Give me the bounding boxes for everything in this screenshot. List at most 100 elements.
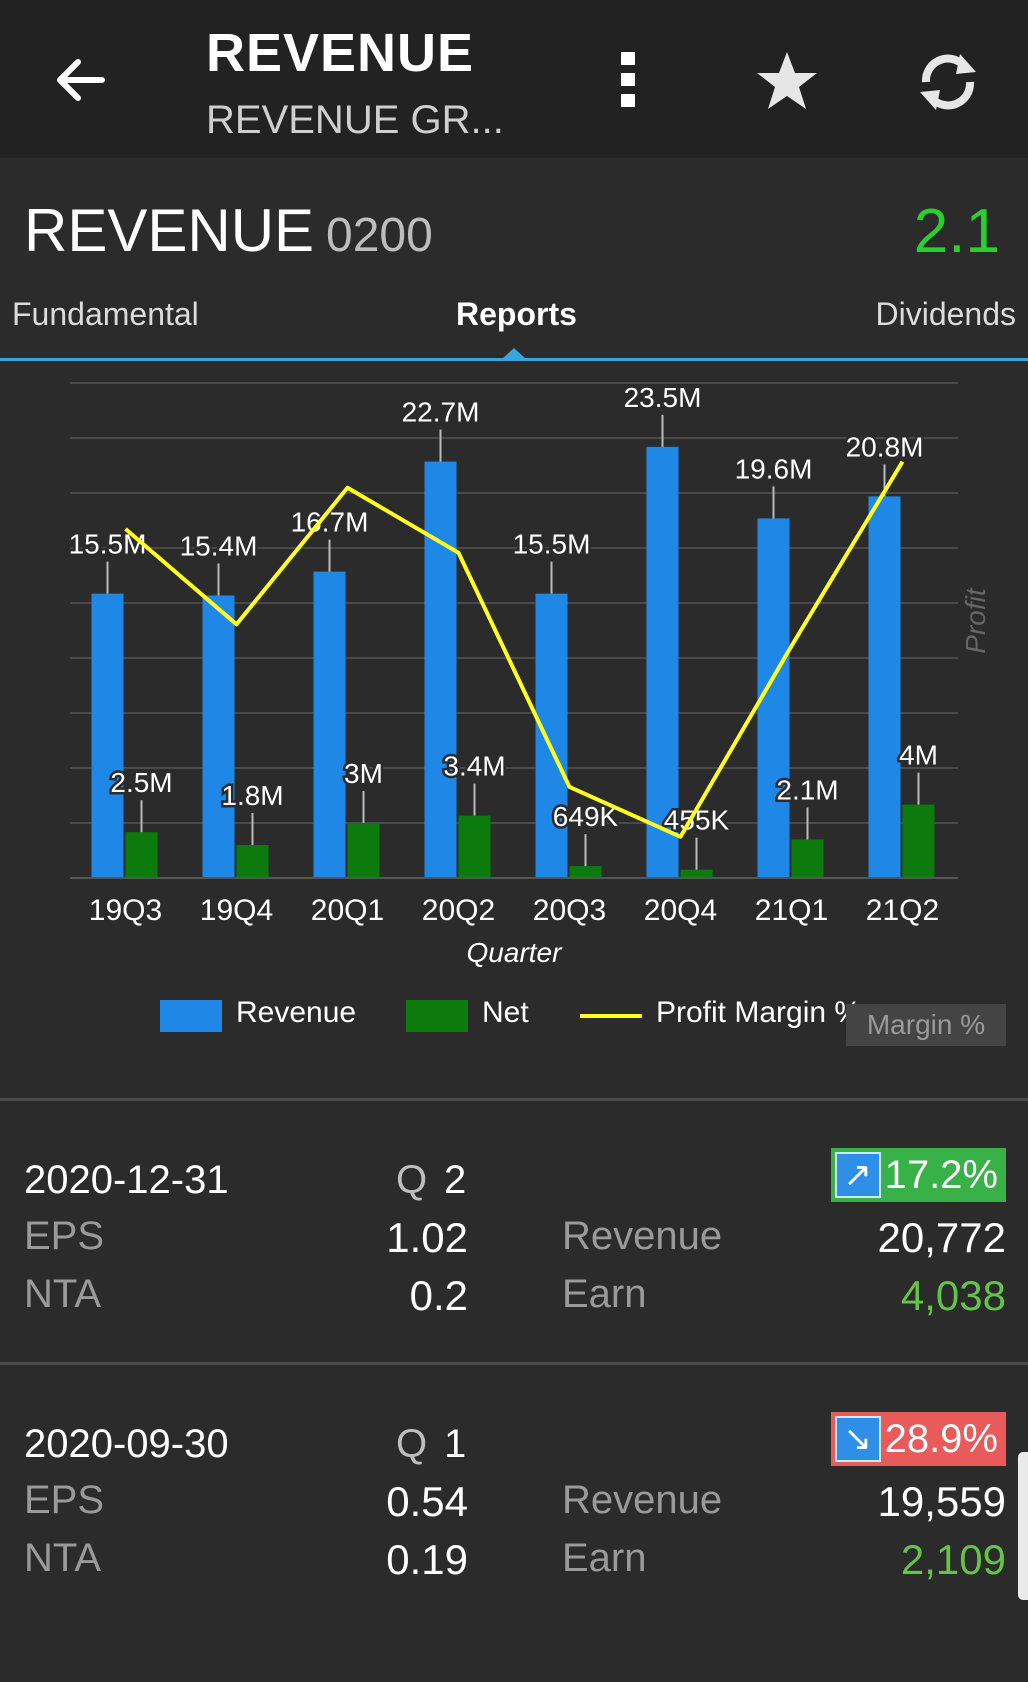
refresh-icon xyxy=(920,54,976,110)
net-bar xyxy=(680,869,713,878)
back-button[interactable] xyxy=(48,48,112,112)
revenue-bar xyxy=(535,593,568,878)
net-data-label: 1.8M xyxy=(221,780,283,811)
revenue-data-label: 22.7M xyxy=(402,397,480,428)
x-axis-title: Quarter xyxy=(467,937,564,968)
x-tick-label: 19Q3 xyxy=(89,894,162,927)
change-badge: ↗ 17.2% xyxy=(830,1148,1006,1202)
earn-value: 2,109 xyxy=(900,1536,1006,1583)
eps-value: 0.54 xyxy=(386,1478,468,1525)
back-arrow-icon xyxy=(57,59,105,101)
revenue-data-label: 23.5M xyxy=(624,382,702,413)
revenue-label: Revenue xyxy=(562,1478,723,1522)
trend-down-icon: ↘ xyxy=(834,1416,881,1462)
more-options-button[interactable] xyxy=(604,48,652,112)
margin-axis-label: Margin % xyxy=(846,1004,1006,1046)
report-date: 2020-09-30 xyxy=(24,1422,229,1466)
net-bar xyxy=(569,866,602,878)
revenue-label: Revenue xyxy=(562,1214,723,1258)
net-data-label: 2.5M xyxy=(110,767,172,798)
revenue-value: 19,559 xyxy=(877,1478,1006,1525)
x-tick-label: 19Q4 xyxy=(200,894,273,927)
app-title: REVENUE xyxy=(206,23,475,83)
earn-value: 4,038 xyxy=(900,1272,1006,1319)
divider xyxy=(0,1362,1028,1365)
eps-label: EPS xyxy=(24,1478,105,1522)
tab-indicator-caret xyxy=(502,348,526,359)
scrollbar-thumb[interactable] xyxy=(1018,1452,1028,1600)
x-tick-label: 20Q4 xyxy=(644,894,717,927)
net-bar xyxy=(902,804,935,878)
divider xyxy=(0,1098,1028,1101)
chart-legend: Revenue Net Profit Margin % xyxy=(0,996,1028,1046)
revenue-data-label: 19.6M xyxy=(735,453,813,484)
app-subtitle: REVENUE GR... xyxy=(206,98,504,142)
revenue-bar xyxy=(646,446,679,878)
right-axis-label: Profit xyxy=(960,587,991,654)
earn-label: Earn xyxy=(562,1536,647,1580)
nta-label: NTA xyxy=(24,1272,102,1316)
report-quarter: 1 xyxy=(444,1422,467,1466)
revenue-value: 20,772 xyxy=(877,1214,1006,1261)
eps-label: EPS xyxy=(24,1214,105,1258)
change-badge: ↘ 28.9% xyxy=(830,1412,1006,1466)
net-bar xyxy=(791,839,824,878)
net-bar xyxy=(125,832,158,878)
legend-label-net: Net xyxy=(482,996,529,1029)
x-tick-label: 20Q1 xyxy=(311,894,384,927)
revenue-bar xyxy=(202,595,235,878)
revenue-data-label: 15.5M xyxy=(69,529,147,560)
earn-label: Earn xyxy=(562,1272,647,1316)
x-tick-label: 20Q2 xyxy=(422,894,495,927)
legend-swatch-revenue xyxy=(160,1000,222,1032)
report-card[interactable]: 2020-09-30 Q 1 ↘ 28.9% EPS 0.54 Revenue … xyxy=(0,1412,1028,1682)
stock-price: 2.1 xyxy=(913,197,1000,266)
report-q-label: Q xyxy=(396,1422,428,1466)
nta-label: NTA xyxy=(24,1536,102,1580)
net-bar xyxy=(236,844,269,878)
net-data-label: 3.4M xyxy=(443,751,505,782)
nta-value: 0.2 xyxy=(409,1272,468,1319)
x-tick-label: 20Q3 xyxy=(533,894,606,927)
change-value: 17.2% xyxy=(884,1152,998,1197)
x-tick-label: 21Q2 xyxy=(866,894,939,927)
trend-up-icon: ↗ xyxy=(834,1152,881,1198)
legend-label-revenue: Revenue xyxy=(236,996,357,1029)
app-bar: REVENUE REVENUE GR... xyxy=(0,0,1028,158)
refresh-button[interactable] xyxy=(912,46,984,118)
report-quarter: 2 xyxy=(444,1158,467,1202)
chart-svg: Profit15.5M2.5M19Q315.4M1.8M19Q416.7M3M2… xyxy=(66,379,991,968)
tab-dividends[interactable]: Dividends xyxy=(875,296,1016,332)
net-data-label: 4M xyxy=(899,740,938,771)
tab-fundamental[interactable]: Fundamental xyxy=(12,296,199,332)
stock-name: REVENUE xyxy=(24,197,315,264)
change-value: 28.9% xyxy=(884,1416,998,1461)
tab-reports[interactable]: Reports xyxy=(456,296,577,332)
revenue-data-label: 20.8M xyxy=(846,431,924,462)
revenue-bar xyxy=(868,496,901,878)
tab-bar: Fundamental Reports Dividends xyxy=(0,288,1028,360)
revenue-bar xyxy=(91,593,124,878)
revenue-data-label: 15.4M xyxy=(180,530,258,561)
report-card[interactable]: 2020-12-31 Q 2 ↗ 17.2% EPS 1.02 Revenue … xyxy=(0,1148,1028,1418)
net-data-label: 2.1M xyxy=(776,774,838,805)
revenue-bar xyxy=(313,571,346,878)
legend-swatch-net xyxy=(406,1000,468,1032)
tab-indicator-line xyxy=(0,358,1028,361)
net-data-label: 3M xyxy=(344,758,383,789)
eps-value: 1.02 xyxy=(386,1214,468,1261)
star-icon xyxy=(757,52,817,109)
profit-margin-line xyxy=(124,460,905,839)
net-data-label: 649K xyxy=(553,801,619,832)
nta-value: 0.19 xyxy=(386,1536,468,1583)
revenue-data-label: 15.5M xyxy=(513,529,591,560)
more-vert-icon xyxy=(621,52,635,107)
revenue-chart[interactable]: Profit 15.5M 2.5M 19Q3 15.4M 1.8M 19Q4 16.7M 3M 2… xyxy=(0,361,1028,1099)
favorite-button[interactable] xyxy=(752,46,822,116)
legend-swatch-margin xyxy=(580,1014,642,1018)
report-q-label: Q xyxy=(396,1158,428,1202)
x-tick-label: 21Q1 xyxy=(755,894,828,927)
net-bar xyxy=(458,815,491,878)
revenue-bar xyxy=(424,461,457,878)
net-bar xyxy=(347,822,380,878)
